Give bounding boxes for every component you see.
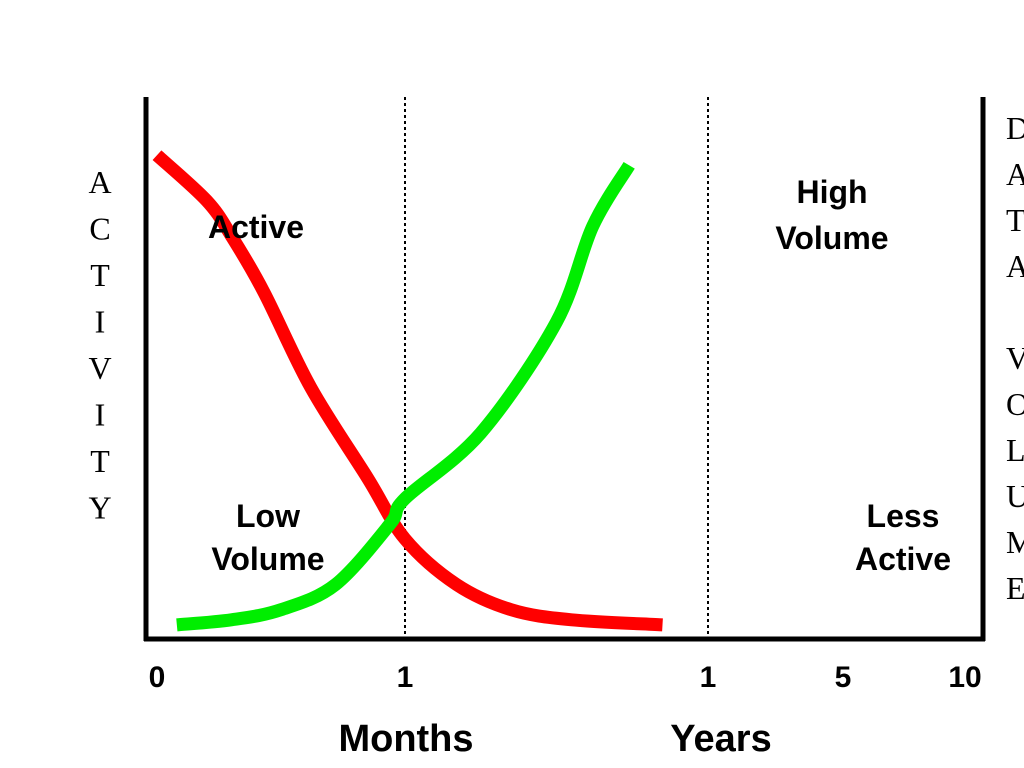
right-label-letter: A xyxy=(1006,248,1024,284)
annotation-less: Less xyxy=(867,498,940,534)
annotation-low: Low xyxy=(236,498,300,534)
y-axis-label-letter: Y xyxy=(88,490,111,526)
right-label-letter: D xyxy=(1006,110,1024,146)
right-label-letter: A xyxy=(1006,156,1024,192)
divider-lines xyxy=(404,97,709,639)
y-axis-label-letter: A xyxy=(88,164,111,200)
series-line-activity xyxy=(152,150,663,632)
annotation-volume: Volume xyxy=(775,220,888,256)
x-tick-label: 1 xyxy=(397,661,414,694)
y-axis-label-letter: I xyxy=(95,304,106,340)
right-label-letter: T xyxy=(1006,202,1024,238)
right-label-letter: M xyxy=(1006,524,1024,560)
x-tick-label: 10 xyxy=(948,661,981,694)
right-label-letter: O xyxy=(1006,386,1024,422)
right-label-letter: U xyxy=(1006,478,1024,514)
x-tick-label: 5 xyxy=(835,661,852,694)
series-layer xyxy=(152,150,663,632)
x-tick-label: 1 xyxy=(700,661,717,694)
y-axis-label-letter: T xyxy=(90,443,110,479)
x-axis-label-years: Years xyxy=(670,718,771,760)
x-tick-labels: 0 1 1 5 10 xyxy=(149,661,982,694)
x-tick-label: 0 xyxy=(149,661,166,694)
y-axis-label-letter: I xyxy=(95,397,106,433)
y-axis-label-letter: C xyxy=(89,211,110,247)
series-line-volume xyxy=(176,161,635,632)
right-label-letter: V xyxy=(1006,340,1024,376)
annotation-high: High xyxy=(796,174,867,210)
annotation-layer: Active Low Volume High Volume Less Active xyxy=(208,174,951,577)
annotation-active: Active xyxy=(208,209,304,245)
y-axis-label-letter: T xyxy=(90,257,110,293)
y-axis-label-letter: V xyxy=(88,350,111,386)
x-axis-label-months: Months xyxy=(338,718,473,760)
x-axis-labels: Months Years xyxy=(338,718,771,760)
right-label-letter: L xyxy=(1006,432,1024,468)
right-label-letter: E xyxy=(1006,570,1024,606)
annotation-active: Active xyxy=(855,541,951,577)
annotation-volume: Volume xyxy=(211,541,324,577)
